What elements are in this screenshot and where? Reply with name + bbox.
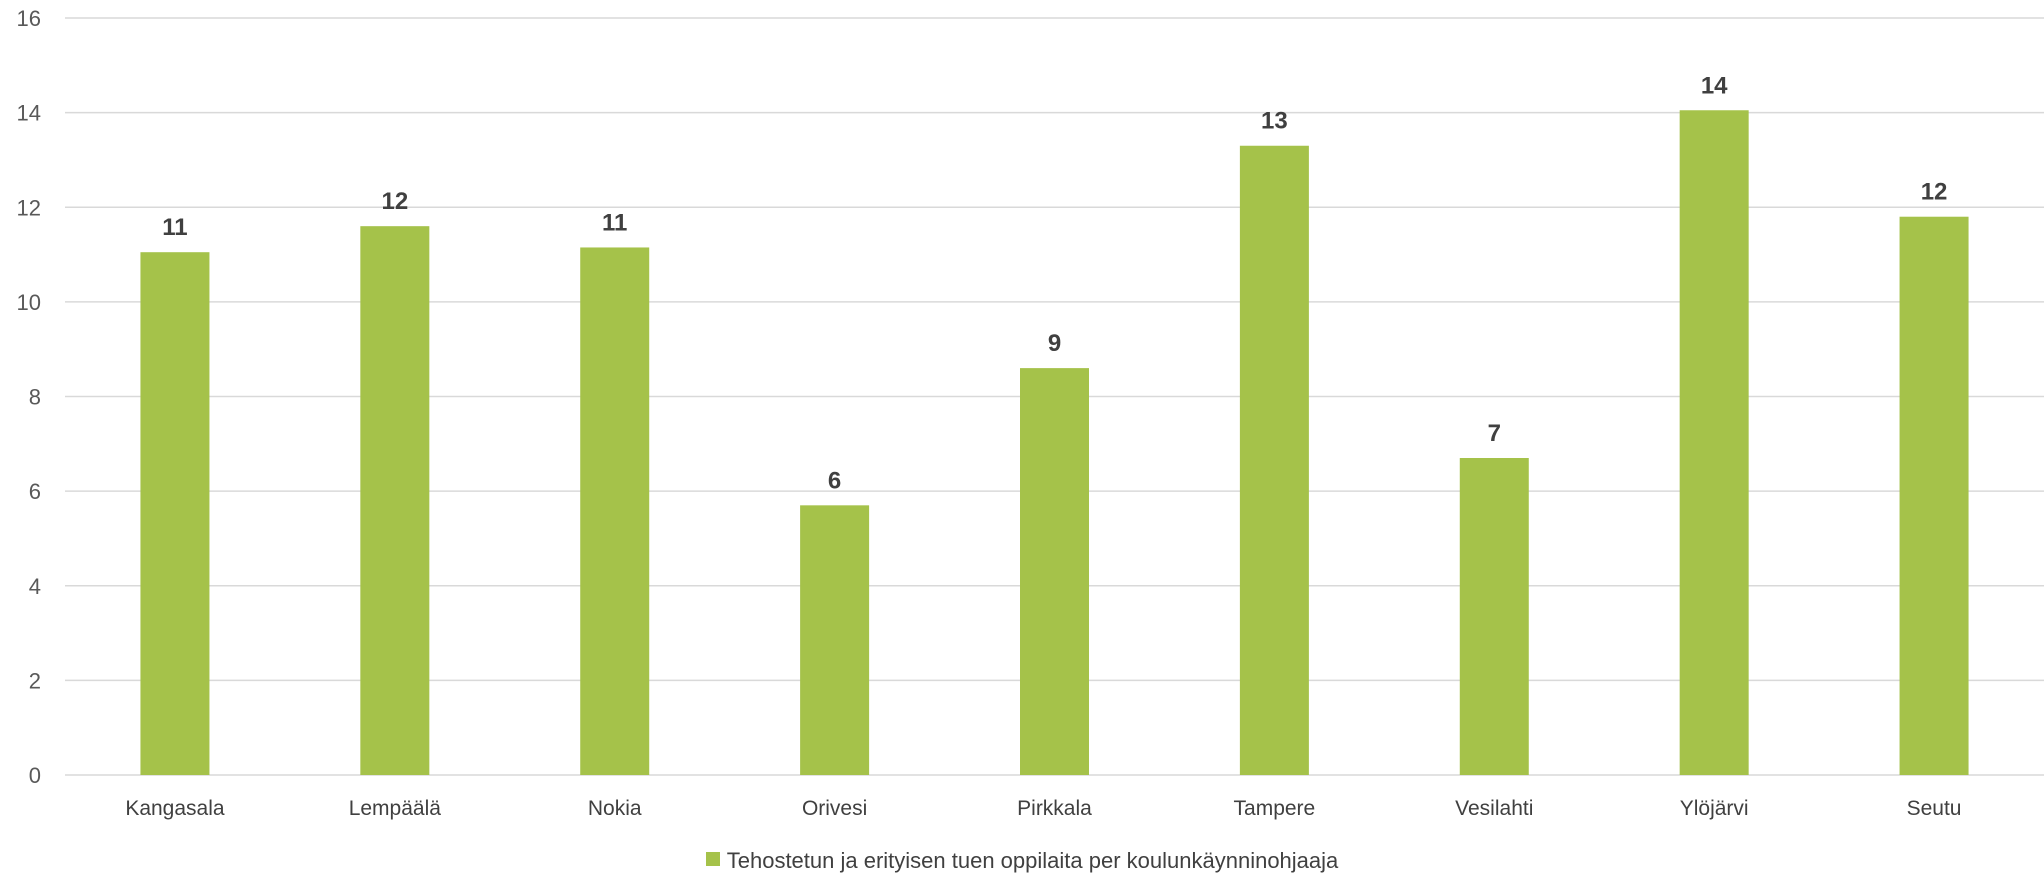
data-labels: 11 12 11 6 9 13 7 14 12	[162, 72, 1947, 494]
legend-label: Tehostetun ja erityisen tuen oppilaita p…	[726, 848, 1339, 874]
x-category-label: Pirkkala	[1017, 797, 1092, 820]
y-tick-label: 10	[17, 290, 41, 315]
bar-ylöjärvi	[1679, 110, 1749, 775]
legend-swatch	[705, 852, 720, 867]
y-tick-label: 6	[29, 479, 41, 504]
x-category-label: Lempäälä	[349, 797, 442, 820]
data-label: 7	[1488, 420, 1501, 447]
y-tick-label: 8	[29, 385, 41, 410]
bar-orivesi	[800, 505, 870, 775]
bar-seutu	[1899, 216, 1969, 775]
bar-lempäälä	[360, 226, 430, 776]
y-axis-tick-labels: 0 2 4 6 8 10 12 14 16	[17, 6, 41, 788]
bar-tampere	[1239, 145, 1309, 775]
x-category-label: Vesilahti	[1455, 797, 1533, 820]
bar-pirkkala	[1020, 368, 1089, 775]
data-label: 9	[1048, 330, 1061, 357]
x-category-label: Kangasala	[125, 797, 225, 820]
y-tick-label: 2	[29, 668, 41, 693]
y-tick-label: 16	[17, 6, 41, 31]
x-category-label: Ylöjärvi	[1680, 797, 1749, 820]
bars	[140, 110, 1969, 776]
y-tick-label: 4	[29, 574, 41, 599]
x-axis-category-labels: Kangasala Lempäälä Nokia Orivesi Pirkkala Tam…	[125, 797, 1961, 820]
data-label: 12	[381, 188, 408, 215]
data-label: 11	[162, 214, 187, 241]
bar-kangasala	[140, 252, 210, 775]
x-category-label: Tampere	[1234, 797, 1316, 820]
y-tick-label: 0	[29, 763, 41, 788]
data-label: 14	[1701, 72, 1728, 99]
bar-vesilahti	[1459, 458, 1529, 775]
y-tick-label: 14	[17, 101, 41, 126]
data-label: 12	[1921, 179, 1948, 206]
bar-nokia	[580, 247, 650, 775]
y-tick-label: 12	[17, 195, 41, 220]
data-label: 11	[602, 209, 627, 236]
data-label: 6	[828, 467, 841, 494]
x-category-label: Seutu	[1907, 797, 1962, 820]
data-label: 13	[1261, 108, 1288, 135]
legend: Tehostetun ja erityisen tuen oppilaita p…	[0, 845, 2044, 876]
x-category-label: Nokia	[588, 797, 642, 820]
x-category-label: Orivesi	[802, 797, 867, 820]
